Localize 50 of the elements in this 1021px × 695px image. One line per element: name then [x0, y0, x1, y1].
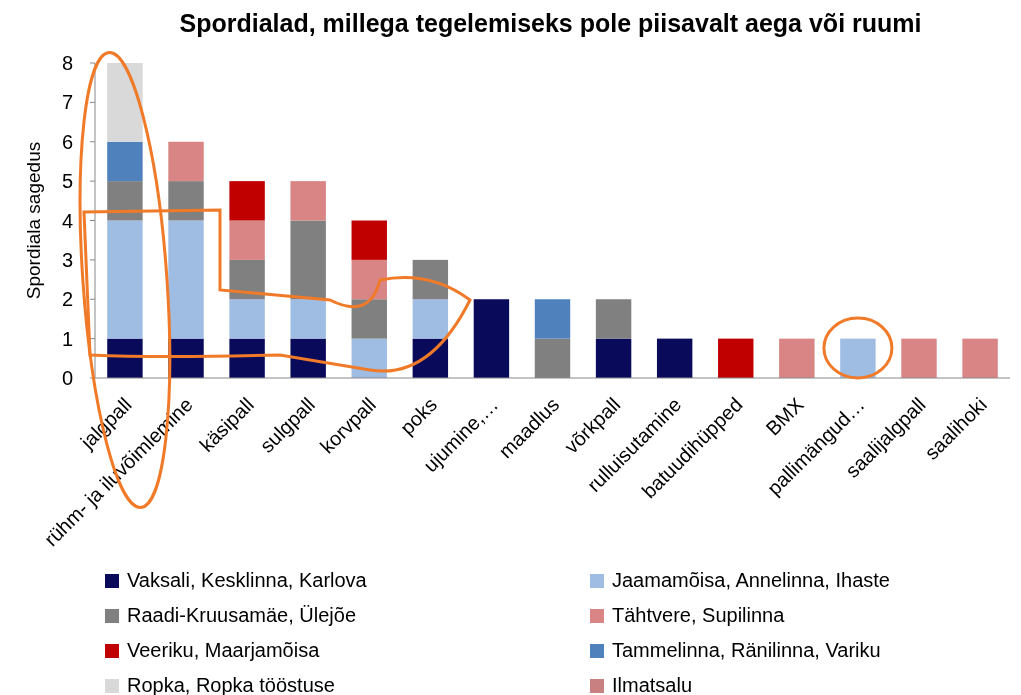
bar — [168, 181, 204, 221]
y-tick-label: 6 — [61, 130, 73, 153]
bar — [229, 338, 265, 378]
bar — [290, 220, 326, 300]
y-tick-label: 0 — [61, 367, 73, 389]
bar — [412, 299, 449, 339]
legend-label: Raadi-Kruusamäe, Ülejõe — [127, 604, 357, 626]
y-tick-label: 1 — [61, 327, 73, 350]
bar — [473, 299, 510, 378]
bar — [656, 338, 693, 378]
bar — [962, 338, 998, 378]
bar — [107, 338, 143, 378]
y-tick-label: 8 — [61, 52, 73, 74]
y-tick-label: 3 — [61, 248, 73, 271]
bar — [290, 299, 326, 339]
legend-label: Tähtvere, Supilinna — [612, 604, 786, 626]
y-tick-label: 2 — [61, 288, 73, 311]
bar — [779, 338, 815, 378]
bar — [351, 299, 387, 339]
y-tick-label: 5 — [61, 170, 73, 193]
legend-label: Tammelinna, Ränilinna, Variku — [612, 639, 881, 661]
legend-label: Jaamamõisa, Annelinna, Ihaste — [612, 569, 890, 591]
bar — [412, 259, 449, 300]
bar — [107, 63, 143, 142]
bar — [840, 338, 876, 378]
bar — [351, 259, 387, 300]
bar — [168, 141, 204, 182]
bar — [534, 299, 571, 339]
bar — [290, 338, 326, 378]
bar — [351, 220, 387, 260]
bar — [229, 299, 265, 339]
bar — [107, 141, 143, 182]
y-tick-label: 4 — [61, 209, 73, 232]
bar — [229, 181, 265, 221]
bar — [595, 299, 632, 339]
bar — [595, 338, 632, 378]
bar — [718, 338, 754, 378]
y-axis-title: Spordiala sagedus — [23, 141, 44, 300]
chart-title: Spordialad, millega tegelemiseks pole piisavalt aega või ruumi — [179, 9, 922, 37]
legend-label: Veeriku, Maarjamõisa — [127, 639, 321, 661]
bar — [229, 220, 265, 260]
bar — [107, 220, 143, 339]
bar — [168, 220, 204, 339]
y-tick-label: 7 — [61, 91, 73, 114]
bar — [107, 181, 143, 221]
legend-label: Ilmatsalu — [612, 674, 693, 695]
bar — [229, 259, 265, 300]
bar — [290, 181, 326, 221]
bar — [901, 338, 937, 378]
legend-label: Vaksali, Kesklinna, Karlova — [127, 569, 368, 591]
